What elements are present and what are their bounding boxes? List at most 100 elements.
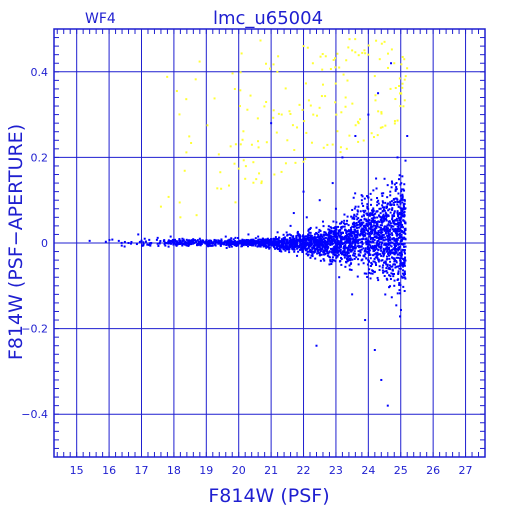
data-point <box>288 233 291 236</box>
data-point <box>376 204 379 207</box>
data-point <box>187 241 190 244</box>
data-point <box>334 231 337 234</box>
data-point <box>360 194 363 197</box>
data-point <box>329 237 332 240</box>
data-point <box>324 236 327 239</box>
data-point <box>172 243 175 246</box>
data-point <box>382 264 385 267</box>
data-point <box>305 242 308 245</box>
data-point <box>341 243 344 246</box>
data-point <box>389 249 392 252</box>
data-point <box>348 249 351 252</box>
data-point <box>338 66 341 69</box>
data-point <box>383 209 386 212</box>
data-point <box>398 267 401 270</box>
data-point <box>350 235 353 238</box>
data-point <box>332 220 335 223</box>
data-point <box>337 225 340 228</box>
data-point <box>276 231 279 234</box>
data-point <box>297 239 300 242</box>
data-point <box>180 242 183 245</box>
x-tick-label: 22 <box>297 464 311 477</box>
data-point <box>350 215 353 218</box>
data-point <box>347 252 350 255</box>
data-point <box>282 247 285 250</box>
data-point <box>354 38 357 41</box>
data-point <box>302 234 305 237</box>
data-point <box>383 243 386 246</box>
data-point <box>323 231 326 234</box>
data-point <box>397 278 400 281</box>
data-point <box>266 238 269 241</box>
data-point <box>396 203 399 206</box>
data-point <box>233 162 236 165</box>
data-point <box>192 239 195 242</box>
data-point <box>398 84 401 87</box>
data-point <box>402 105 405 108</box>
data-point <box>347 224 350 227</box>
data-point <box>368 240 371 243</box>
data-point <box>197 243 200 246</box>
data-point <box>373 260 376 263</box>
data-point <box>310 237 313 240</box>
data-point <box>337 240 340 243</box>
data-point <box>289 224 292 227</box>
data-point <box>321 244 324 247</box>
data-point <box>306 250 309 253</box>
data-point <box>375 232 378 235</box>
data-point <box>257 235 260 238</box>
data-point <box>322 225 325 228</box>
data-point <box>250 242 253 245</box>
data-point <box>397 265 400 268</box>
data-point <box>394 223 397 226</box>
data-point <box>345 222 348 225</box>
data-point <box>393 215 396 218</box>
data-point <box>387 243 390 246</box>
data-point <box>252 244 255 247</box>
data-point <box>398 236 401 239</box>
data-point <box>403 276 406 279</box>
data-point <box>396 248 399 251</box>
data-point <box>374 221 377 224</box>
data-point <box>386 184 389 187</box>
data-point <box>379 247 382 250</box>
data-point <box>372 246 375 249</box>
data-point <box>395 244 398 247</box>
data-point <box>401 223 404 226</box>
data-point <box>400 182 403 185</box>
data-point <box>400 188 403 191</box>
data-point <box>401 197 404 200</box>
data-point <box>254 240 257 243</box>
data-point <box>393 211 396 214</box>
data-point <box>379 245 382 248</box>
data-point <box>340 256 343 259</box>
data-point <box>309 251 312 254</box>
data-point <box>337 250 340 253</box>
data-point <box>367 239 370 242</box>
data-point <box>339 151 342 154</box>
data-point <box>400 213 403 216</box>
data-point <box>300 240 303 243</box>
data-point <box>387 227 390 230</box>
data-point <box>222 242 225 245</box>
data-point <box>399 261 402 264</box>
data-point <box>403 220 406 223</box>
data-point <box>192 238 195 241</box>
data-point <box>303 242 306 245</box>
data-point <box>390 48 393 51</box>
data-point <box>389 253 392 256</box>
data-point <box>260 242 263 245</box>
data-point <box>306 254 309 257</box>
data-point <box>357 217 360 220</box>
data-point <box>309 231 312 234</box>
data-point <box>299 242 302 245</box>
data-point <box>366 232 369 235</box>
data-point <box>385 250 388 253</box>
data-point <box>249 239 252 242</box>
data-point <box>393 239 396 242</box>
data-point <box>272 243 275 246</box>
data-point <box>317 240 320 243</box>
data-point <box>356 218 359 221</box>
data-point <box>398 230 401 233</box>
data-point <box>193 242 196 245</box>
